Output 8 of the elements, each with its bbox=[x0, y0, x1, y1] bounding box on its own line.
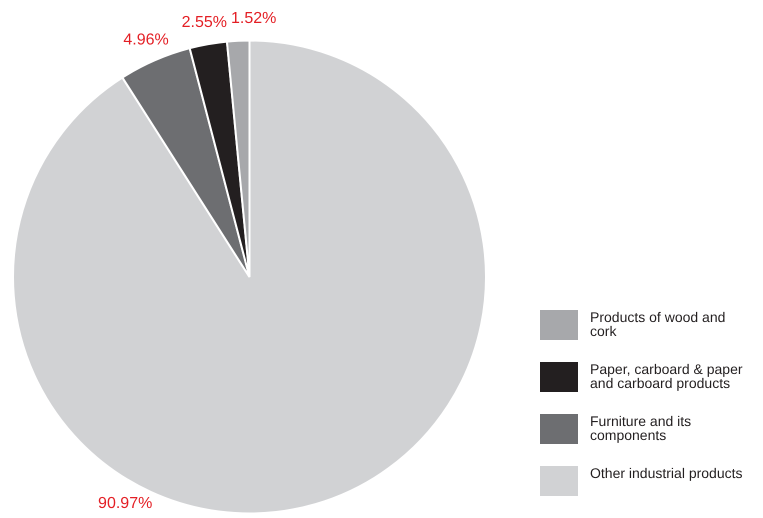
legend-label: Other industrial products bbox=[590, 465, 744, 481]
data-label: 2.55% bbox=[182, 14, 228, 31]
data-label: 4.96% bbox=[123, 31, 169, 48]
legend-label: Paper, carboard & paper and carboard products bbox=[590, 361, 744, 391]
legend-label: Furniture and its components bbox=[590, 413, 692, 443]
data-label: 90.97% bbox=[98, 495, 152, 512]
legend-label: Products of wood and cork bbox=[590, 309, 726, 339]
data-label: 1.52% bbox=[231, 10, 276, 28]
